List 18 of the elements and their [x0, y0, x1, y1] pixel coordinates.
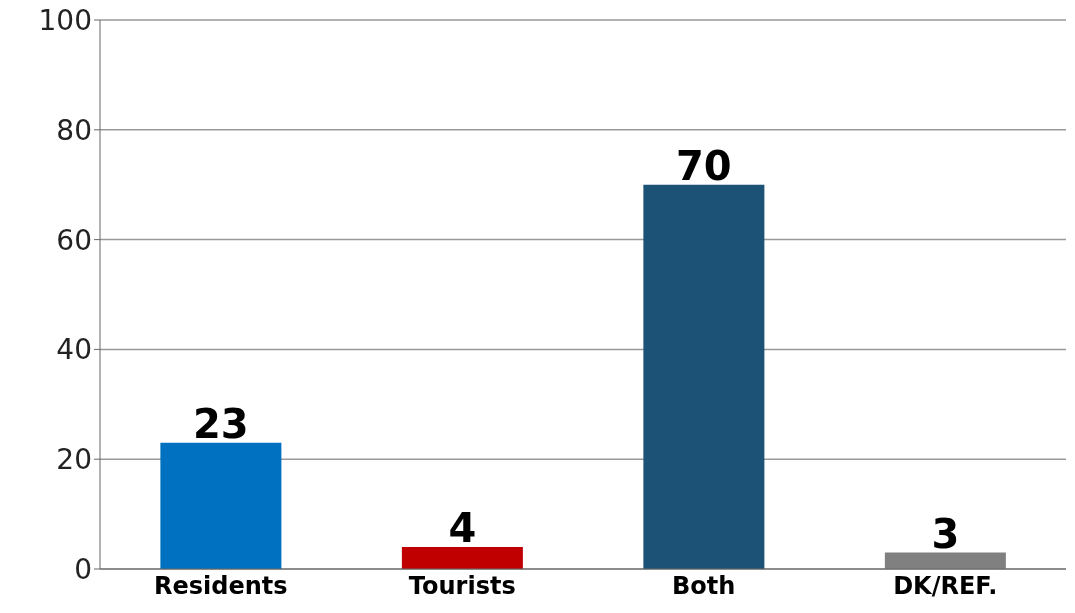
data-label: 3: [931, 510, 960, 557]
bar: [643, 184, 765, 569]
bar: [401, 547, 523, 569]
bar: [160, 442, 282, 569]
y-tick-label: 80: [56, 113, 92, 147]
x-tick-label: Both: [672, 572, 736, 601]
x-tick-label: Tourists: [408, 572, 516, 601]
x-tick-label: DK/REF.: [893, 572, 998, 601]
data-label: 70: [676, 142, 732, 189]
y-tick-label: 0: [74, 552, 92, 586]
y-tick-label: 20: [56, 443, 92, 477]
data-label: 4: [448, 505, 477, 552]
y-tick-label: 60: [56, 223, 92, 257]
y-tick-label: 100: [38, 3, 92, 37]
y-tick-label: 40: [56, 333, 92, 367]
x-tick-label: Residents: [153, 572, 288, 601]
bar: [884, 552, 1006, 569]
data-label: 23: [193, 400, 249, 447]
